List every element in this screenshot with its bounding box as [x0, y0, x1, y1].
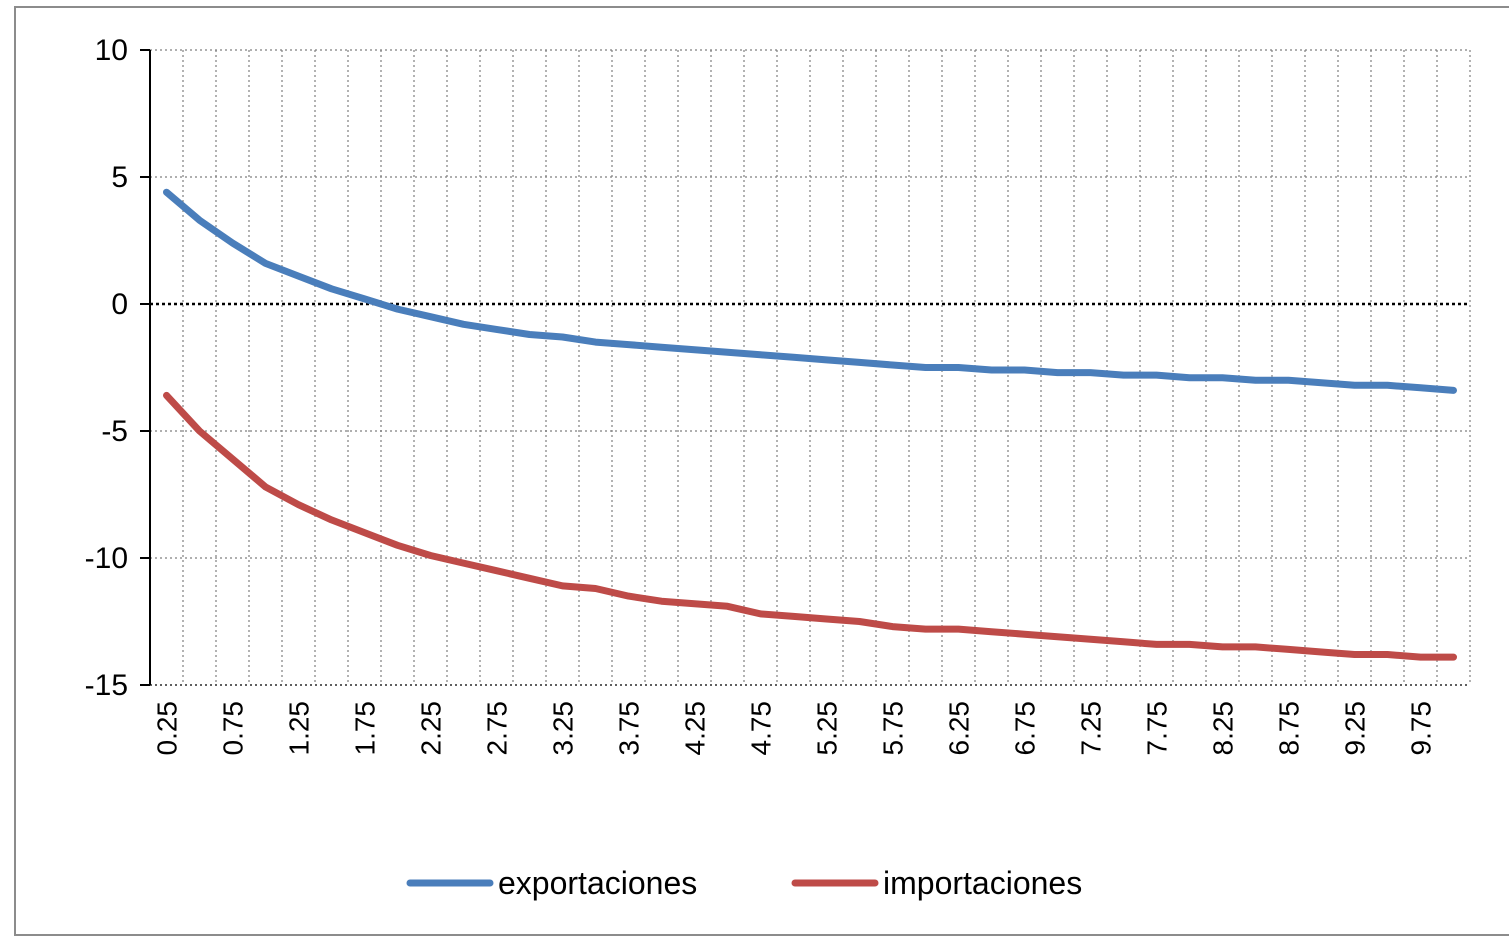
x-tick-label: 7.25 [1076, 701, 1107, 756]
series-line-importaciones [163, 391, 1457, 661]
y-tick-label: 10 [95, 34, 128, 67]
x-tick-label: 3.75 [614, 701, 645, 756]
x-tick-label: 8.75 [1274, 701, 1305, 756]
x-tick-label: 1.75 [350, 701, 381, 756]
x-tick-label: 1.25 [284, 701, 315, 756]
legend: exportaciones importaciones [406, 865, 1082, 901]
legend-label-exportaciones: exportaciones [498, 865, 697, 901]
x-tick-label: 7.75 [1142, 701, 1173, 756]
series-lines [163, 188, 1457, 661]
x-tick-label: 6.25 [944, 701, 975, 756]
x-tick-label: 8.25 [1208, 701, 1239, 756]
chart-frame [14, 6, 1509, 936]
x-tick-label: 3.25 [548, 701, 579, 756]
x-tick-label: 9.25 [1340, 701, 1371, 756]
y-axis-ticks: 10 5 0 -5 -10 -15 [85, 34, 128, 702]
x-tick-label: 4.25 [680, 701, 711, 756]
x-tick-label: 9.75 [1406, 701, 1437, 756]
y-tick-label: 0 [111, 288, 128, 321]
axes [140, 49, 1470, 686]
x-tick-label: 4.75 [746, 701, 777, 756]
x-tick-label: 0.75 [218, 701, 249, 756]
x-tick-label: 5.75 [878, 701, 909, 756]
x-tick-label: 5.25 [812, 701, 843, 756]
x-tick-label: 2.25 [416, 701, 447, 756]
y-tick-label: 5 [111, 161, 128, 194]
y-tick-label: -10 [85, 542, 128, 575]
series-line-exportaciones [163, 188, 1457, 394]
x-axis-ticks: 0.25 0.75 1.25 1.75 2.25 2.75 3.25 3.75 4.25 4.75… [152, 701, 1437, 756]
y-tick-label: -15 [85, 669, 128, 702]
x-tick-label: 2.75 [482, 701, 513, 756]
y-tick-label: -5 [101, 415, 128, 448]
legend-label-importaciones: importaciones [883, 865, 1082, 901]
x-tick-label: 0.25 [152, 701, 183, 756]
gridlines [150, 49, 1471, 685]
x-tick-label: 6.75 [1010, 701, 1041, 756]
